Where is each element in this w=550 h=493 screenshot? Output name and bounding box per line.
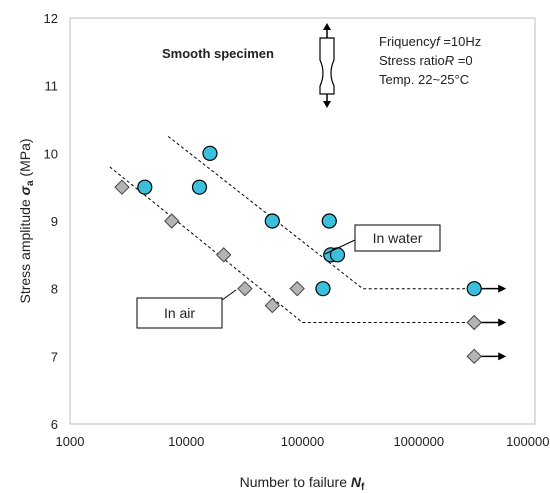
data-point-water [321,213,337,229]
x-tick-label: 10000000 [506,434,550,449]
data-point-water [264,213,280,229]
callout-air-leader [221,289,237,301]
specimen-label: Smooth specimen [162,46,274,61]
x-tick-label: 1000 [56,434,85,449]
data-point-air [216,247,232,263]
condition-frequency: Friquencyf =10Hz [379,34,481,49]
y-tick-label: 12 [44,11,58,26]
callout-air-box [136,297,223,329]
specimen-arrowhead-up [323,23,331,30]
y-tick-label: 6 [51,417,58,432]
callout-water-label: In water [373,230,423,246]
data-point-air [264,297,281,314]
tick-labels: 1000 10000 100000 1000000 10000000 6 7 8 9 10 11 12 [44,11,550,449]
data-point-water [202,145,218,161]
callout-water-box [354,224,441,252]
data-point-water [191,179,208,195]
specimen-body [319,37,335,95]
y-tick-label: 10 [44,146,58,161]
runout-arrowhead [498,318,507,327]
condition-temperature: Temp. 22~25°C [379,72,469,87]
runout-arrowhead [498,284,507,293]
data-point-water [466,281,482,297]
runout-arrowhead [498,352,507,361]
specimen-arrowhead-down [323,101,331,108]
x-tick-label: 10000 [168,434,204,449]
data-point-air [466,314,482,331]
y-tick-label: 8 [51,282,58,297]
y-tick-label: 9 [51,214,58,229]
data-point-air [114,179,130,195]
plot-frame [69,17,536,425]
data-points [114,145,482,365]
callout-air-label: In air [164,305,195,321]
data-point-water [137,179,153,195]
specimen-icon [319,23,335,108]
data-point-water [315,281,331,297]
y-axis-label: Stress amplitude σa (MPa) [17,138,36,303]
data-point-air [164,213,180,229]
fit-line [167,136,475,290]
y-tick-label: 11 [45,79,59,94]
data-point-air [466,348,482,365]
x-tick-label: 100000 [281,434,324,449]
data-point-air [237,280,253,297]
x-tick-label: 1000000 [393,434,444,449]
data-point-air [289,280,305,297]
callout-water-leader [324,239,356,255]
condition-stress-ratio: Stress ratioR =0 [379,53,473,68]
y-tick-label: 7 [51,349,58,364]
x-axis-label: Number to failure Nf [240,474,365,493]
